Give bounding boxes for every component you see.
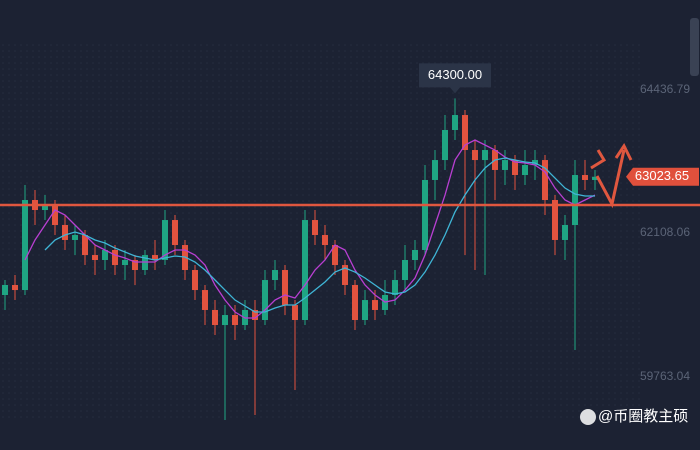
watermark-logo xyxy=(580,409,596,425)
candle-body xyxy=(222,315,228,326)
candle-body xyxy=(172,220,178,246)
candle-body xyxy=(72,235,78,240)
candle-body xyxy=(512,160,518,176)
candle-body xyxy=(392,280,398,296)
scrollbar[interactable] xyxy=(690,18,699,76)
candle-body xyxy=(352,284,358,320)
candle-body xyxy=(542,160,548,201)
candle-body xyxy=(422,179,428,250)
peak-label-box xyxy=(419,63,491,94)
candle-body xyxy=(442,130,448,161)
watermark: @币圈教主硕 xyxy=(580,408,688,425)
candle-body xyxy=(562,225,568,240)
candle-body xyxy=(42,204,48,211)
candle-body xyxy=(252,309,258,320)
candle-body xyxy=(232,315,238,326)
arrow-head xyxy=(590,149,607,170)
candle-body xyxy=(282,270,288,306)
candle-body xyxy=(522,165,528,176)
candle-body xyxy=(262,280,268,320)
candle-body xyxy=(192,270,198,291)
candle-body xyxy=(342,265,348,285)
trend-arrow xyxy=(595,149,626,209)
candle-body xyxy=(52,204,58,225)
candle-body xyxy=(582,175,588,180)
arrow-head xyxy=(614,143,633,161)
moving-average-line xyxy=(44,157,595,313)
y-tick-label: 59763.04 xyxy=(640,369,690,383)
last-price-label: 63023.65 xyxy=(635,168,689,183)
moving-average-line xyxy=(24,139,596,319)
candle-body xyxy=(12,284,18,291)
candle-body xyxy=(62,225,68,240)
candle-body xyxy=(472,150,478,161)
watermark-text: @币圈教主硕 xyxy=(598,408,688,425)
candle-body xyxy=(152,255,158,261)
candle-body xyxy=(482,150,488,161)
candle-body xyxy=(402,260,408,281)
candle-body xyxy=(412,249,418,261)
candle-body xyxy=(302,220,308,320)
candle-body xyxy=(272,270,278,281)
plot-area: 64436.79 62108.06 59763.04 64300.00 63023.65 xyxy=(0,63,700,421)
map-texture xyxy=(0,40,640,420)
candle-body xyxy=(552,200,558,240)
candle-body xyxy=(132,260,138,271)
last-price-box xyxy=(626,167,699,186)
candle-body xyxy=(312,220,318,236)
candle-body xyxy=(502,160,508,170)
candle-body xyxy=(162,220,168,261)
candle-body xyxy=(322,235,328,246)
candle-body xyxy=(22,200,28,291)
candle-body xyxy=(452,115,458,131)
candle-body xyxy=(362,300,368,320)
candle-body xyxy=(332,245,338,266)
candle-body xyxy=(592,176,598,180)
candle-body xyxy=(572,175,578,225)
candle-body xyxy=(82,235,88,256)
candle-body xyxy=(372,300,378,310)
candle-body xyxy=(92,255,98,261)
candle-body xyxy=(202,290,208,310)
candle-body xyxy=(212,309,218,326)
y-tick-label: 64436.79 xyxy=(640,82,690,96)
candle-body xyxy=(462,115,468,151)
candle-body xyxy=(122,260,128,266)
candle-body xyxy=(112,249,118,266)
peak-label: 64300.00 xyxy=(428,67,482,82)
candle-body xyxy=(292,305,298,320)
candle-body xyxy=(102,249,108,261)
candle-body xyxy=(432,160,438,180)
candle-body xyxy=(2,284,8,296)
y-tick-label: 62108.06 xyxy=(640,225,690,239)
